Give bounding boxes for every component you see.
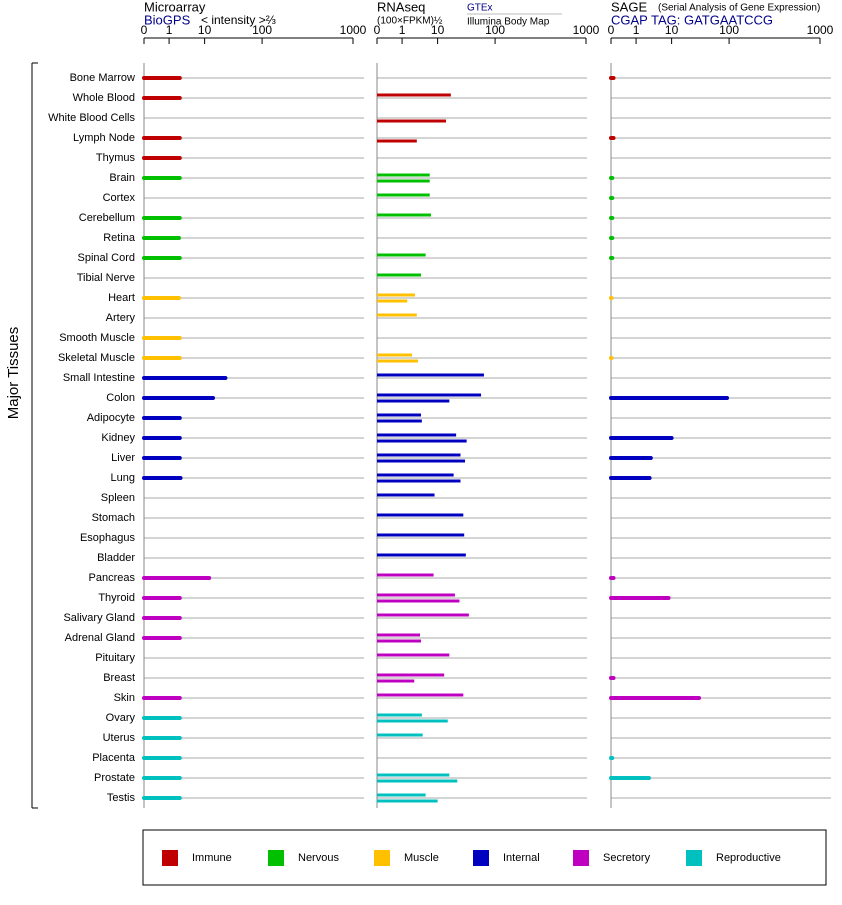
legend-label: Secretory — [603, 852, 651, 864]
legend-label: Muscle — [404, 852, 439, 864]
x-tick-label: 1000 — [573, 23, 600, 37]
tissue-label: Tibial Nerve — [77, 272, 135, 284]
legend-label: Internal — [503, 852, 540, 864]
axis-label: < intensity >⅔ — [201, 13, 276, 27]
tissue-label: Breast — [103, 672, 135, 684]
x-tick-label: 100 — [252, 23, 272, 37]
panel-title: RNAseq — [377, 0, 425, 14]
tissue-label: Testis — [107, 792, 136, 804]
x-tick-label: 1000 — [340, 23, 367, 37]
tissue-label: Pituitary — [95, 652, 135, 664]
source: BioGPS — [144, 12, 191, 27]
tissue-label: Adipocyte — [87, 412, 135, 424]
tissue-label: Whole Blood — [73, 92, 135, 104]
legend-label: Nervous — [298, 852, 339, 864]
row-axis-label: Major Tissues — [5, 327, 22, 420]
x-tick-label: 1 — [399, 23, 406, 37]
tissue-label: Skeletal Muscle — [58, 352, 135, 364]
x-tick-label: 100 — [485, 23, 505, 37]
x-tick-label: 1 — [633, 23, 640, 37]
tissue-label: Adrenal Gland — [65, 632, 135, 644]
tissue-label: Retina — [103, 232, 136, 244]
axis-label: (100×FPKM)½ — [377, 16, 443, 27]
x-tick-label: 1 — [166, 23, 173, 37]
legend-swatch — [162, 850, 178, 866]
tissue-label: Esophagus — [80, 532, 136, 544]
tissue-label: Small Intestine — [63, 372, 135, 384]
x-tick-label: 100 — [719, 23, 739, 37]
tissue-label: Artery — [106, 312, 136, 324]
tissue-label: Lung — [111, 472, 135, 484]
panel-title: Microarray — [144, 0, 206, 14]
tissue-label: Spinal Cord — [78, 252, 135, 264]
tissue-label: Ovary — [106, 712, 136, 724]
x-tick-label: 10 — [665, 23, 679, 37]
x-tick-label: 1000 — [807, 23, 834, 37]
legend-swatch — [473, 850, 489, 866]
legend-label: GTEx — [467, 3, 493, 14]
tissue-label: Skin — [114, 692, 135, 704]
legend-swatch — [268, 850, 284, 866]
x-tick-label: 0 — [141, 23, 148, 37]
legend-swatch — [573, 850, 589, 866]
x-tick-label: 0 — [608, 23, 615, 37]
tissue-label: Brain — [109, 172, 135, 184]
tissue-label: Colon — [106, 392, 135, 404]
tissue-label: Prostate — [94, 772, 135, 784]
tissue-label: Thymus — [96, 152, 136, 164]
tissue-label: Liver — [111, 452, 135, 464]
tissue-label: Smooth Muscle — [59, 332, 135, 344]
tissue-label: Bone Marrow — [70, 72, 135, 84]
tissue-label: Pancreas — [89, 572, 136, 584]
tissue-label: Kidney — [101, 432, 135, 444]
legend-label: Reproductive — [716, 852, 781, 864]
x-tick-label: 0 — [374, 23, 381, 37]
subtitle: (Serial Analysis of Gene Expression) — [658, 3, 820, 14]
tissue-label: Salivary Gland — [63, 612, 135, 624]
tissue-label: Stomach — [92, 512, 135, 524]
tissue-label: Cortex — [103, 192, 136, 204]
tissue-label: Uterus — [103, 732, 136, 744]
legend-label: Illumina Body Map — [467, 17, 550, 28]
tissue-label: Placenta — [92, 752, 136, 764]
legend-swatch — [686, 850, 702, 866]
tissue-label: Bladder — [97, 552, 135, 564]
legend-box — [142, 829, 827, 886]
tissue-label: Heart — [108, 292, 135, 304]
tissue-label: Thyroid — [98, 592, 135, 604]
source: CGAP TAG: GATGAATCCG — [611, 12, 773, 27]
legend-label: Immune — [192, 852, 232, 864]
tissue-label: Cerebellum — [79, 212, 135, 224]
x-tick-label: 10 — [431, 23, 445, 37]
tissue-label: Lymph Node — [73, 132, 135, 144]
tissue-label: White Blood Cells — [48, 112, 135, 124]
tissue-label: Spleen — [101, 492, 135, 504]
x-tick-label: 10 — [198, 23, 212, 37]
panel-title: SAGE — [611, 0, 647, 14]
legend-swatch — [374, 850, 390, 866]
